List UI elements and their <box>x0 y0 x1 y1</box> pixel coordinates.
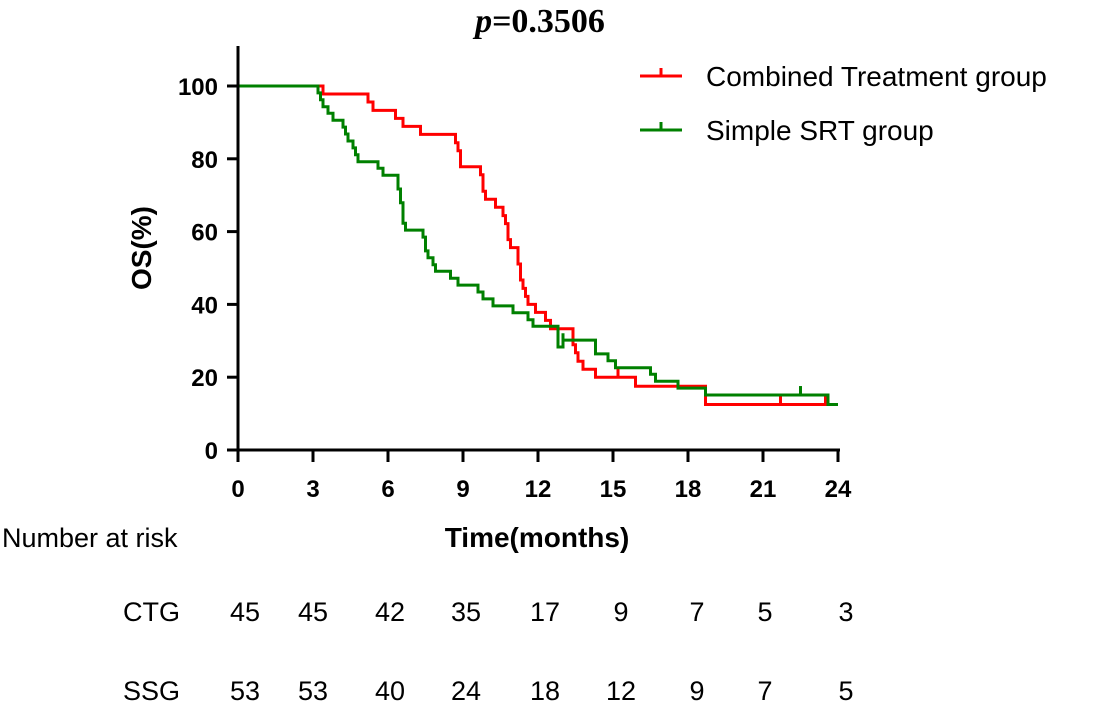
chart-title-italic: p <box>472 3 492 40</box>
risk-cell: 7 <box>757 676 772 702</box>
risk-cell: 53 <box>298 676 328 702</box>
y-tick-label: 40 <box>191 292 218 319</box>
y-tick-label: 0 <box>205 438 218 465</box>
x-tick-label: 3 <box>306 476 319 503</box>
x-tick-label: 0 <box>231 476 244 503</box>
x-tick-label: 6 <box>381 476 394 503</box>
risk-cell: 5 <box>757 597 772 627</box>
risk-cell: 42 <box>375 597 405 627</box>
risk-cell: 45 <box>230 597 260 627</box>
x-tick-label: 9 <box>456 476 469 503</box>
y-ticks: 0 20 40 60 80 100 <box>178 74 238 465</box>
risk-row-label: CTG <box>123 597 180 627</box>
risk-cell: 24 <box>451 676 481 702</box>
risk-cell: 45 <box>298 597 328 627</box>
plot-area <box>238 84 838 406</box>
y-tick-label: 100 <box>178 74 218 101</box>
risk-cell: 40 <box>375 676 405 702</box>
legend-label-0: Combined Treatment group <box>706 61 1047 92</box>
y-tick-label: 80 <box>191 147 218 174</box>
risk-table-header: Number at risk <box>2 523 178 553</box>
risk-cell: 5 <box>838 676 853 702</box>
risk-cell: 17 <box>530 597 560 627</box>
y-tick-label: 60 <box>191 220 218 247</box>
x-tick-label: 15 <box>600 476 627 503</box>
risk-cell: 9 <box>689 676 704 702</box>
x-tick-label: 21 <box>750 476 777 503</box>
risk-row-label: SSG <box>123 676 180 702</box>
risk-cell: 12 <box>606 676 636 702</box>
y-axis-title: OS(%) <box>126 206 157 290</box>
chart-title-rest: =0.3506 <box>492 3 605 40</box>
legend-label-1: Simple SRT group <box>706 115 934 146</box>
x-tick-label: 18 <box>675 476 702 503</box>
risk-cell: 3 <box>838 597 853 627</box>
legend: Combined Treatment group Simple SRT group <box>640 61 1047 146</box>
series-line-1 <box>238 84 838 406</box>
series-line-0 <box>238 84 838 406</box>
risk-cell: 9 <box>613 597 628 627</box>
x-ticks: 0 3 6 9 12 15 18 21 24 <box>231 450 852 503</box>
y-tick-label: 20 <box>191 365 218 392</box>
risk-cell: 53 <box>230 676 260 702</box>
x-axis-title: Time(months) <box>445 522 630 553</box>
risk-cell: 35 <box>451 597 481 627</box>
risk-cell: 7 <box>689 597 704 627</box>
chart-title: p=0.3506 <box>472 3 605 40</box>
x-tick-label: 12 <box>525 476 552 503</box>
risk-cell: 18 <box>530 676 560 702</box>
x-tick-label: 24 <box>825 476 852 503</box>
